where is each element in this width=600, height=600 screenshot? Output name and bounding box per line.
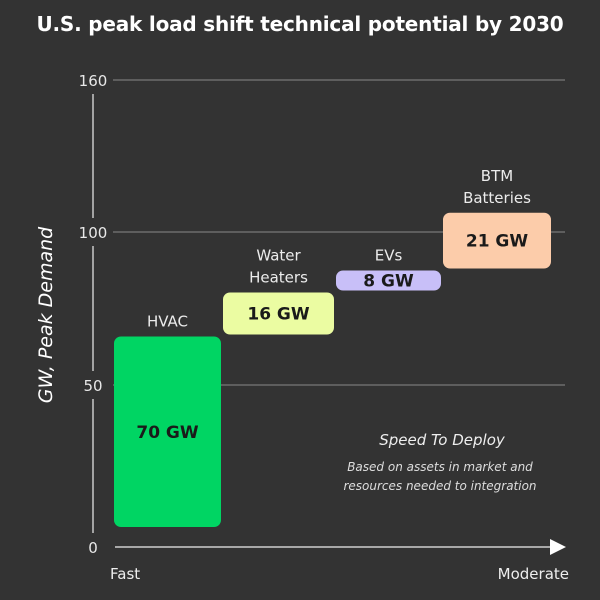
- annotation-line-1: Based on assets in market and: [347, 460, 533, 474]
- bar-value-label: 16 GW: [247, 305, 310, 325]
- x-axis-arrow-icon: [550, 539, 566, 555]
- bar-category-label: Heaters: [249, 269, 308, 287]
- x-label-end: Moderate: [498, 565, 569, 583]
- bar-category-label: BTM: [481, 167, 513, 185]
- bar-category-label: HVAC: [147, 313, 188, 331]
- y-tick-label: 50: [83, 377, 102, 395]
- bar-value-label: 70 GW: [136, 423, 199, 443]
- bar-category-label: Batteries: [463, 189, 531, 207]
- bar-category-label: EVs: [375, 247, 403, 265]
- bar-value-label: 21 GW: [466, 232, 529, 252]
- bar-btm-batteries: [443, 212, 551, 269]
- annotation-line-2: resources needed to integration: [343, 479, 536, 493]
- bar-water-heaters: [223, 292, 334, 335]
- annotation-title: Speed To Deploy: [379, 431, 506, 449]
- bar-value-label: 8 GW: [363, 272, 414, 292]
- bar-category-label: Water: [256, 247, 301, 265]
- y-axis-label: GW, Peak Demand: [35, 226, 57, 403]
- bar-hvac: [114, 336, 221, 527]
- x-label-start: Fast: [110, 565, 140, 583]
- y-tick-label: 100: [79, 224, 108, 242]
- y-tick-label: 160: [79, 72, 108, 90]
- bar-evs: [336, 270, 441, 291]
- chart-title: U.S. peak load shift technical potential…: [36, 12, 564, 36]
- y-tick-label: 0: [88, 539, 98, 557]
